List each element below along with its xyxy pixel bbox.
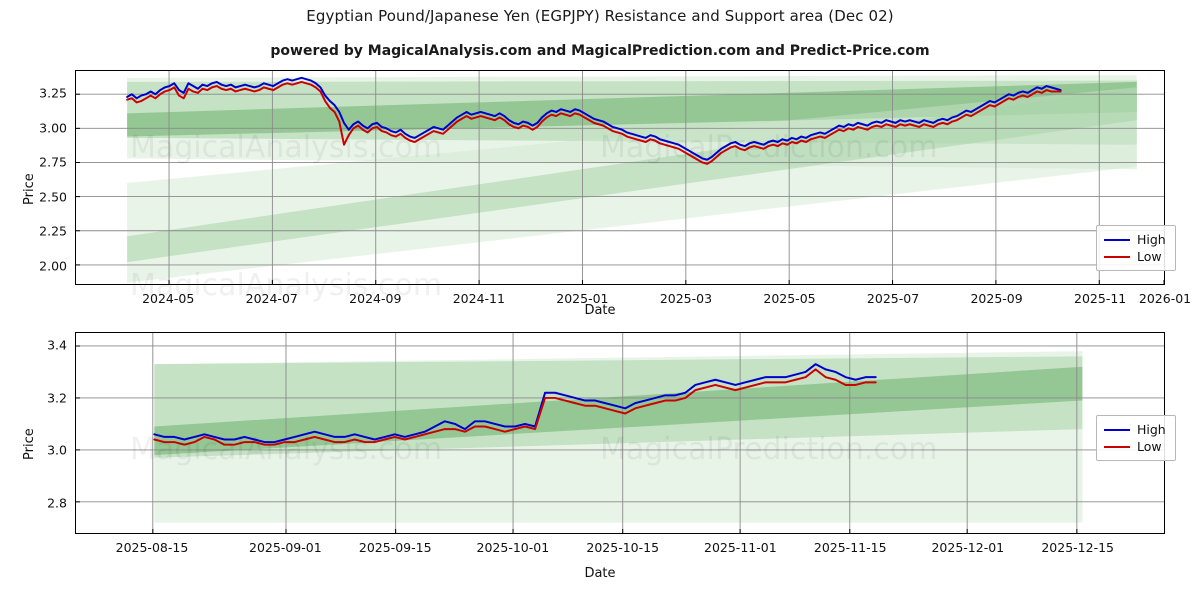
- legend-line-low-icon: [1104, 445, 1130, 448]
- y-axis-tick-bottom: 2.8: [47, 495, 67, 511]
- x-axis-tick-bottom: 2025-12-15: [1041, 540, 1115, 555]
- x-axis-tick-bottom: 2025-08-15: [115, 540, 189, 555]
- series-line-high: [126, 76, 1062, 161]
- x-axis-tick-top: 2025-09: [970, 291, 1023, 306]
- chart-panel-top: [75, 70, 1165, 285]
- legend-bottom: High Low: [1096, 415, 1176, 461]
- x-axis-tick-top: 2025-01: [556, 291, 609, 306]
- x-axis-tick-top: 2024-09: [349, 291, 402, 306]
- x-axis-tick-bottom: 2025-09-15: [358, 540, 432, 555]
- x-axis-tick-top: 2026-01: [1138, 291, 1192, 306]
- x-axis-tick-bottom: 2025-12-01: [931, 540, 1005, 555]
- x-axis-tick-top: 2024-07: [245, 291, 298, 306]
- legend-entry-high: High: [1104, 421, 1166, 438]
- legend-label-low: Low: [1137, 249, 1162, 264]
- band-inner-upper: [127, 81, 1137, 137]
- x-axis-label-bottom: Date: [584, 566, 616, 581]
- x-axis-tick-top: 2025-11: [1074, 291, 1127, 306]
- y-axis-tick-top: 2.75: [39, 154, 67, 170]
- x-axis-tick-top: 2024-05: [142, 291, 195, 306]
- x-axis-tick-bottom: 2025-11-01: [704, 540, 777, 555]
- legend-entry-high: High: [1104, 231, 1166, 248]
- series-line-low: [153, 368, 877, 446]
- legend-entry-low: Low: [1104, 438, 1166, 455]
- x-axis-tick-top: 2025-05: [763, 291, 816, 306]
- legend-label-high: High: [1137, 232, 1166, 247]
- x-axis-label-top: Date: [584, 303, 616, 318]
- y-axis-tick-bottom: 3.2: [47, 390, 67, 406]
- y-axis-tick-bottom: 3.4: [47, 337, 67, 353]
- x-axis-tick-bottom: 2025-11-15: [813, 540, 887, 555]
- legend-label-low: Low: [1137, 439, 1162, 454]
- x-axis-tick-top: 2025-07: [866, 291, 920, 306]
- x-axis-tick-top: 2024-11: [452, 291, 505, 306]
- series-line-low: [126, 80, 1062, 165]
- legend-line-high-icon: [1104, 428, 1130, 431]
- x-axis-tick-bottom: 2025-10-15: [586, 540, 660, 555]
- x-axis-tick-top: 2025-03: [659, 291, 713, 306]
- y-axis-tick-top: 2.00: [39, 258, 67, 274]
- y-axis-tick-top: 2.50: [39, 189, 67, 205]
- chart-panel-bottom: [75, 332, 1165, 534]
- page-title: Egyptian Pound/Japanese Yen (EGPJPY) Res…: [306, 7, 894, 25]
- y-axis-tick-top: 3.25: [39, 85, 67, 101]
- legend-line-low-icon: [1104, 255, 1130, 258]
- band-mid-lower: [127, 87, 1137, 263]
- page-subtitle: powered by MagicalAnalysis.com and Magic…: [270, 43, 930, 59]
- legend-top: High Low: [1096, 225, 1176, 271]
- legend-entry-low: Low: [1104, 248, 1166, 265]
- legend-label-high: High: [1137, 422, 1166, 437]
- y-axis-tick-bottom: 3.0: [47, 442, 67, 458]
- y-axis-tick-top: 2.25: [39, 223, 67, 239]
- x-axis-tick-bottom: 2025-09-01: [249, 540, 322, 555]
- series-line-high: [153, 363, 877, 444]
- legend-line-high-icon: [1104, 238, 1130, 241]
- x-axis-tick-bottom: 2025-10-01: [476, 540, 550, 555]
- y-axis-tick-top: 3.00: [39, 120, 67, 136]
